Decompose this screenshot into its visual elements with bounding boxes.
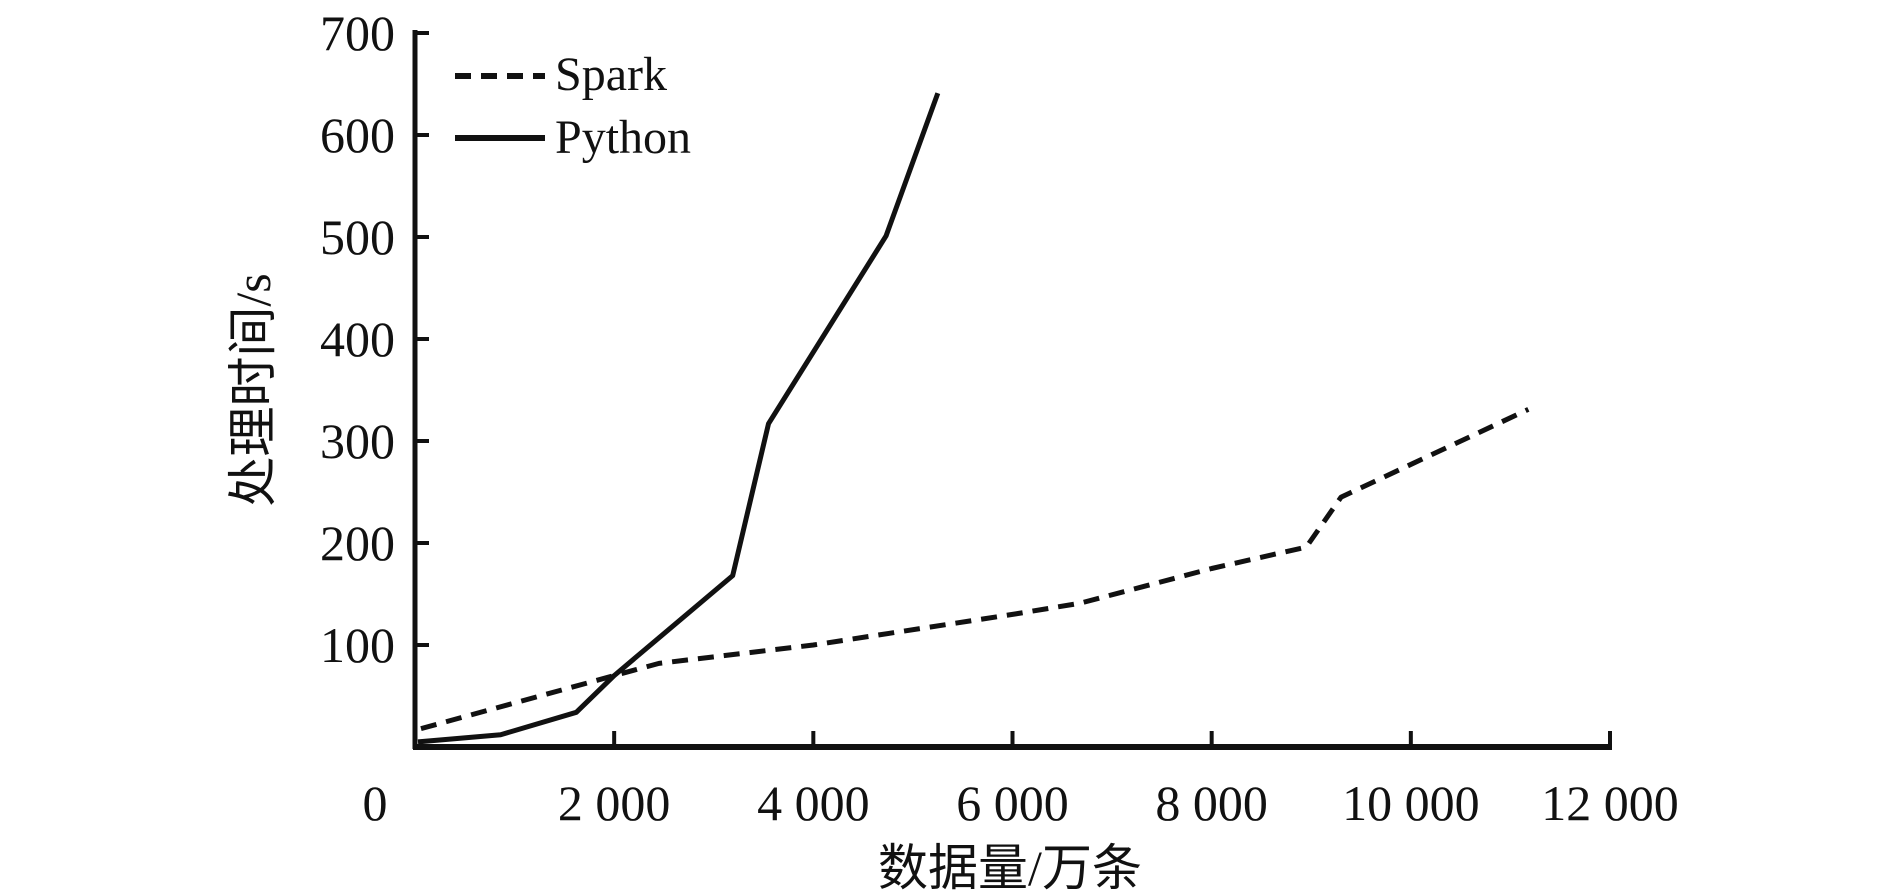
y-tick-label: 600 <box>320 107 395 163</box>
x-tick-label: 8 000 <box>1155 775 1268 831</box>
x-tick-label: 10 000 <box>1342 775 1480 831</box>
x-tick-label: 12 000 <box>1541 775 1679 831</box>
x-tick-label: 6 000 <box>956 775 1069 831</box>
series-line-spark <box>420 407 1530 732</box>
y-tick-label: 700 <box>320 5 395 61</box>
y-tick-label: 500 <box>320 209 395 265</box>
x-tick-label: 0 <box>363 775 388 831</box>
y-axis-label: 处理时间/s <box>225 273 281 506</box>
x-tick-label: 2 000 <box>558 775 671 831</box>
legend: Spark Python <box>455 48 691 164</box>
y-tick-label: 300 <box>320 413 395 469</box>
x-tick-label: 4 000 <box>757 775 870 831</box>
y-tick-label: 200 <box>320 515 395 571</box>
series-line-python <box>417 92 941 745</box>
y-tick-label: 100 <box>320 617 395 673</box>
legend-label-spark: Spark <box>555 48 667 101</box>
x-axis-label: 数据量/万条 <box>878 840 1142 896</box>
y-tick-label: 400 <box>320 311 395 367</box>
legend-label-python: Python <box>555 111 691 164</box>
